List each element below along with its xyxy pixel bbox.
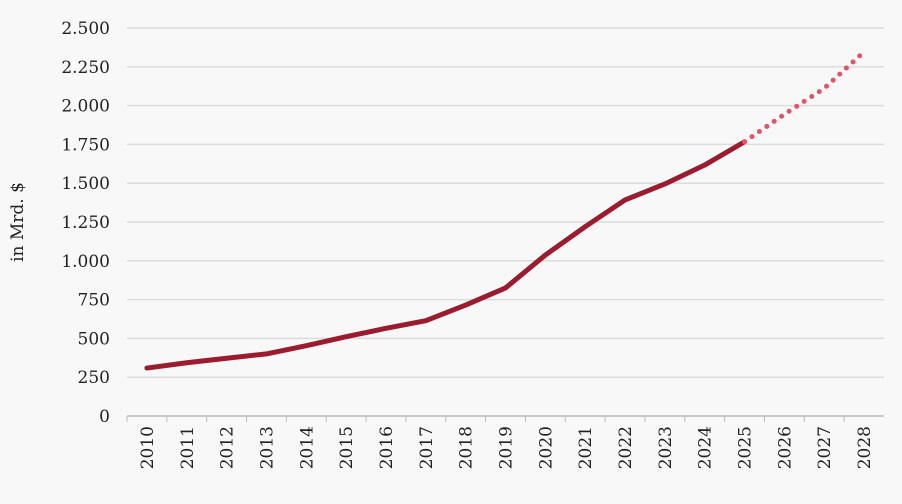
y-tick-labels: 0 250 500 750 1.000 1.250 1.500 1.750 2.000 2.250… [61, 19, 110, 427]
x-tick-label: 2010 [138, 426, 158, 469]
x-tick-label: 2018 [457, 426, 477, 469]
x-tick-label: 2022 [616, 426, 636, 469]
x-tick-label: 2014 [297, 426, 317, 469]
x-tick-label: 2013 [257, 426, 277, 469]
x-tick-label: 2015 [337, 426, 357, 469]
y-axis-label: in Mrd. $ [8, 182, 28, 262]
y-tick-label: 500 [78, 329, 110, 349]
x-tick-label: 2016 [377, 426, 397, 469]
y-tick-label: 0 [99, 407, 110, 427]
x-tick-label: 2027 [815, 426, 835, 469]
x-tick-label: 2026 [775, 426, 795, 469]
x-tick-label: 2023 [656, 426, 676, 469]
y-tick-label: 1.500 [61, 174, 110, 194]
series-line-forecast [745, 52, 865, 142]
series-lines [147, 52, 864, 368]
y-tick-label: 750 [78, 291, 110, 311]
x-tick-label: 2020 [536, 426, 556, 469]
y-tick-label: 2.000 [61, 97, 110, 117]
y-tick-label: 250 [78, 368, 110, 388]
y-tick-label: 2.500 [61, 19, 110, 39]
x-tick-label: 2024 [696, 426, 716, 469]
series-line-actual [147, 142, 745, 368]
y-tick-label: 1.000 [61, 252, 110, 272]
x-tick-label: 2019 [497, 426, 517, 469]
y-tick-label: 1.250 [61, 213, 110, 233]
x-tick-label: 2025 [736, 426, 756, 469]
x-tick-label: 2028 [855, 426, 875, 469]
y-tick-label: 1.750 [61, 135, 110, 155]
x-tick-label: 2011 [178, 426, 198, 469]
y-tick-label: 2.250 [61, 58, 110, 78]
x-tick-labels: 2010 2011 2012 2013 2014 2015 2016 2017 2018 2019… [127, 416, 875, 469]
x-tick-label: 2021 [576, 426, 596, 469]
x-tick-label: 2012 [218, 426, 238, 469]
x-tick-label: 2017 [417, 426, 437, 469]
